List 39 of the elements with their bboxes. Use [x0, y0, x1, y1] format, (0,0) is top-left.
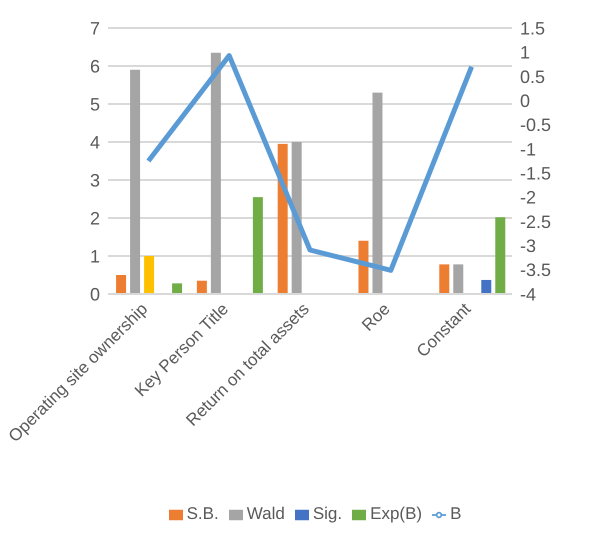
y-tick-label: 0: [90, 284, 100, 304]
y2-tick-label: -1.5: [520, 163, 552, 184]
y2-tick-label: -3: [520, 236, 536, 256]
bar: [481, 280, 492, 294]
bar: [453, 264, 464, 294]
y2-tick-label: 0.5: [520, 66, 546, 87]
y2-tick-label: -0.5: [520, 115, 552, 136]
y-tick-label: 7: [90, 18, 100, 38]
y2-tick-label: 1.5: [520, 18, 546, 38]
y2-tick-label: -4: [520, 284, 536, 304]
legend-label: Wald: [246, 504, 285, 523]
bar: [252, 197, 263, 294]
bar: [196, 280, 207, 294]
bar: [439, 264, 450, 294]
y-tick-label: 6: [90, 56, 100, 76]
y2-tick-label: 1: [520, 42, 530, 63]
y-tick-label: 4: [90, 132, 100, 152]
y2-tick-label: -2: [520, 188, 536, 208]
y2-tick-label: -2.5: [520, 212, 552, 232]
y-tick-label: 2: [90, 208, 100, 228]
bar: [144, 256, 154, 294]
bar: [278, 144, 288, 294]
legend-label: S.B.: [186, 504, 219, 523]
bar: [372, 92, 382, 294]
y-tick-label: 3: [90, 170, 100, 190]
x-tick-label: Roe: [358, 299, 394, 335]
y2-tick-label: -1: [520, 139, 536, 160]
bar: [495, 217, 506, 294]
bar: [130, 70, 140, 294]
legend-label: Sig.: [312, 504, 342, 523]
y-tick-label: 5: [90, 94, 100, 114]
bar: [292, 142, 302, 294]
y2-tick-label: -3.5: [520, 260, 552, 280]
bar: [210, 52, 221, 294]
legend-label: B: [450, 504, 462, 523]
legend-label: Exp(B): [370, 504, 422, 523]
y2-tick-label: 0: [520, 90, 530, 111]
y-tick-label: 1: [90, 246, 100, 266]
bar: [116, 275, 126, 294]
